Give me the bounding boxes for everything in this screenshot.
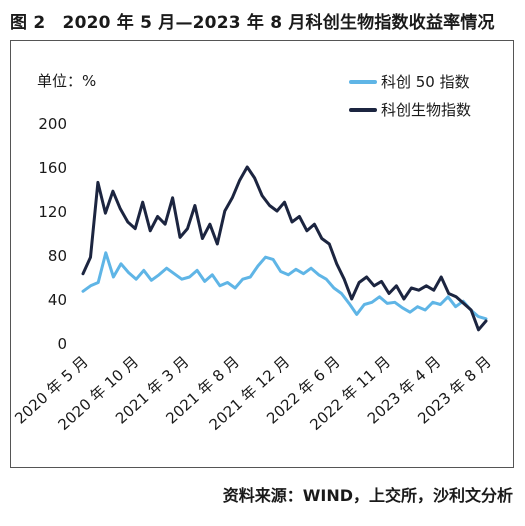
legend: 科创 50 指数 科创生物指数 (349, 73, 471, 119)
y-tick-label: 200 (38, 115, 67, 133)
series-line-bio (81, 165, 488, 332)
legend-label-bio: 科创生物指数 (381, 101, 471, 119)
plot-area (81, 165, 488, 332)
unit-label: 单位：% (37, 72, 96, 90)
y-axis: 0 40 80 120 160 200 (38, 115, 67, 353)
series-line-kc50 (81, 251, 488, 321)
legend-label-kc50: 科创 50 指数 (381, 73, 470, 91)
source-note: 资料来源：WIND，上交所，沙利文分析 (222, 486, 513, 505)
y-tick-label: 40 (48, 291, 67, 309)
chart-frame: 单位：% 科创 50 指数 科创生物指数 0 40 80 120 160 200 2020… (10, 40, 514, 468)
figure-title: 图 2 2020 年 5 月—2023 年 8 月科创生物指数收益率情况 (10, 13, 495, 33)
y-tick-label: 80 (48, 247, 67, 265)
y-tick-label: 120 (38, 203, 67, 221)
line-chart: 单位：% 科创 50 指数 科创生物指数 0 40 80 120 160 200 2020… (11, 72, 494, 434)
y-tick-label: 0 (57, 335, 67, 353)
y-tick-label: 160 (38, 159, 67, 177)
